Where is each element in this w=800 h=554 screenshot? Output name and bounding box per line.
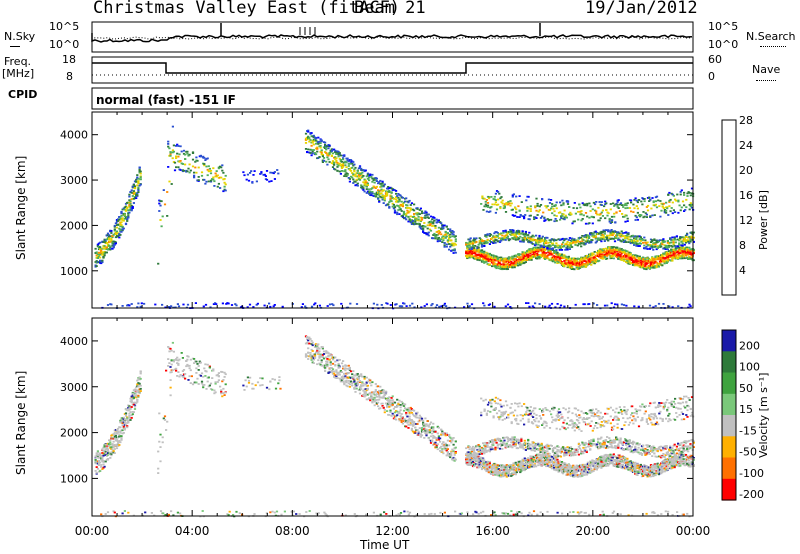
nsearch-legend-line bbox=[760, 46, 786, 47]
cpid-label: CPID bbox=[8, 88, 38, 101]
freq-label: Freq. bbox=[4, 55, 32, 68]
power-ylabel: Slant Range [km] bbox=[14, 155, 28, 260]
velocity-colorbar-tick: -15 bbox=[739, 424, 757, 437]
nave-legend-line bbox=[756, 80, 776, 81]
ytick-label: 2000 bbox=[60, 427, 88, 440]
xtick-label: 00:00 bbox=[676, 524, 711, 538]
ytick-label: 4000 bbox=[60, 129, 88, 142]
beam-label: Beam 21 bbox=[354, 0, 426, 18]
ytick-label: 2000 bbox=[60, 219, 88, 232]
xtick-label: 08:00 bbox=[275, 524, 310, 538]
colorbar-swatch bbox=[722, 351, 736, 374]
nsky-strip bbox=[91, 21, 694, 53]
ytick-label: 1000 bbox=[60, 472, 88, 485]
power-colorbar-tick: 4 bbox=[739, 264, 746, 277]
velocity-ylabel: Slant Range [km] bbox=[14, 370, 28, 475]
xtick-label: 16:00 bbox=[475, 524, 510, 538]
nave-tick-top: 60 bbox=[708, 53, 722, 66]
cpid-strip bbox=[91, 87, 694, 110]
velocity-colorbar-label: Velocity [m s⁻¹] bbox=[757, 372, 770, 458]
nave-label: Nave bbox=[752, 63, 781, 76]
nsearch-tick-top: 10^5 bbox=[708, 20, 739, 33]
nave-tick-bottom: 0 bbox=[708, 70, 715, 83]
nsearch-label: N.Search bbox=[746, 30, 796, 43]
colorbar-swatch bbox=[722, 415, 736, 437]
freq-tick-top: 18 bbox=[62, 53, 76, 66]
nsearch-tick-bottom: 10^0 bbox=[708, 38, 739, 51]
nsky-tick-top: 10^5 bbox=[49, 20, 80, 33]
freq-strip bbox=[91, 56, 694, 84]
colorbar-swatch bbox=[722, 393, 736, 416]
velocity-colorbar-tick: 15 bbox=[739, 403, 753, 416]
velocity-colorbar-tick: 100 bbox=[739, 361, 760, 374]
velocity-colorbar-tick: -100 bbox=[739, 467, 764, 480]
xtick-label: 00:00 bbox=[75, 524, 110, 538]
colorbar-swatch bbox=[722, 372, 736, 395]
power-colorbar-label: Power [dB] bbox=[757, 190, 770, 250]
xtick-label: 04:00 bbox=[175, 524, 210, 538]
power-colorbar-tick: 24 bbox=[739, 139, 753, 152]
velocity-colorbar: 200 100 50 15 -15 -50 -100 -200 bbox=[721, 329, 764, 501]
power-colorbar-tick: 12 bbox=[739, 214, 753, 227]
power-colorbar: 4 8 12 16 20 24 28 bbox=[721, 114, 753, 296]
x-axis-label: Time UT bbox=[360, 538, 410, 552]
velocity-colorbar-tick: -50 bbox=[739, 446, 757, 459]
power-colorbar-tick: 16 bbox=[739, 189, 753, 202]
freq-tick-bottom: 8 bbox=[66, 70, 73, 83]
ytick-label: 1000 bbox=[60, 265, 88, 278]
nsky-tick-bottom: 10^0 bbox=[49, 38, 80, 51]
power-colorbar-tick: 28 bbox=[739, 114, 753, 127]
nsky-label: N.Sky bbox=[4, 30, 36, 43]
velocity-colorbar-tick: 50 bbox=[739, 382, 753, 395]
date-label: 19/Jan/2012 bbox=[585, 0, 698, 18]
xtick-label: 12:00 bbox=[375, 524, 410, 538]
ytick-label: 3000 bbox=[60, 381, 88, 394]
power-panel: 1000 2000 3000 4000 bbox=[60, 111, 695, 310]
ytick-label: 4000 bbox=[60, 335, 88, 348]
nsky-legend-line bbox=[10, 46, 20, 47]
colorbar-swatch bbox=[722, 330, 736, 352]
xtick-label: 20:00 bbox=[576, 524, 611, 538]
freq-unit-label: [MHz] bbox=[2, 67, 35, 80]
colorbar-swatch bbox=[722, 478, 736, 501]
power-colorbar-tick: 8 bbox=[739, 239, 746, 252]
power-colorbar-tick: 20 bbox=[739, 164, 753, 177]
ytick-label: 3000 bbox=[60, 174, 88, 187]
colorbar-swatch bbox=[722, 457, 736, 480]
velocity-panel: 1000 2000 3000 4000 00:00 04:00 08:00 12:00 16:0… bbox=[60, 317, 711, 538]
velocity-colorbar-tick: -200 bbox=[739, 488, 764, 501]
colorbar-swatch bbox=[722, 436, 736, 459]
velocity-colorbar-tick: 200 bbox=[739, 339, 760, 352]
plot-title: Christmas Valley East (fitACF) bbox=[93, 0, 401, 18]
cpid-text: normal (fast) -151 IF bbox=[96, 93, 236, 107]
